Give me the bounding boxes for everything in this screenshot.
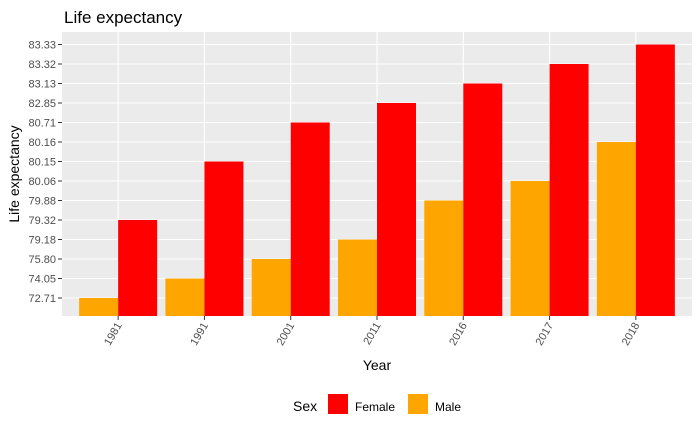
x-axis-ticks: 1981 1991 2001 2011 2016 2017 2018 xyxy=(102,316,642,348)
y-tick-label: 72.71 xyxy=(28,293,56,305)
y-tick-label: 75.80 xyxy=(28,254,56,266)
legend-label-male: Male xyxy=(435,400,461,414)
legend-label-female: Female xyxy=(355,400,395,414)
x-tick-label: 2017 xyxy=(534,321,557,348)
bar-male-2017 xyxy=(510,181,550,316)
y-tick-label: 80.06 xyxy=(28,176,56,188)
bar-female-2011 xyxy=(377,103,416,316)
x-axis-label: Year xyxy=(363,357,392,373)
bar-male-2001 xyxy=(251,259,291,316)
legend-entries: Female Male xyxy=(328,394,461,414)
y-tick-label: 80.16 xyxy=(28,137,56,149)
y-tick-label: 82.85 xyxy=(28,98,56,110)
y-tick-label: 80.15 xyxy=(28,157,56,169)
y-tick-label: 83.32 xyxy=(28,59,56,71)
legend-swatch-male xyxy=(408,394,428,414)
bar-female-2017 xyxy=(549,64,589,316)
bar-male-1981 xyxy=(79,298,119,316)
x-tick-label: 2001 xyxy=(275,321,298,348)
bar-male-2018 xyxy=(596,142,636,316)
bar-male-2011 xyxy=(338,239,377,316)
y-tick-label: 83.33 xyxy=(28,40,56,52)
x-tick-label: 2016 xyxy=(447,321,470,348)
x-tick-label: 2018 xyxy=(620,321,643,348)
legend-swatch-female xyxy=(328,394,348,414)
y-tick-label: 80.71 xyxy=(28,118,56,130)
y-axis-label: Life expectancy xyxy=(6,125,22,222)
x-tick-label: 1991 xyxy=(188,321,211,348)
y-tick-label: 83.13 xyxy=(28,79,56,91)
y-tick-label: 74.05 xyxy=(28,274,56,286)
y-tick-label: 79.32 xyxy=(28,215,56,227)
chart-title: Life expectancy xyxy=(64,8,183,27)
bar-female-2018 xyxy=(635,44,675,316)
y-tick-label: 79.88 xyxy=(28,196,56,208)
x-tick-label: 2011 xyxy=(361,321,383,347)
legend: Sex Female Male xyxy=(293,394,461,414)
bar-male-2016 xyxy=(424,200,464,316)
bars xyxy=(79,44,675,316)
x-tick-label: 1981 xyxy=(102,321,125,348)
bar-female-2016 xyxy=(463,83,503,316)
bar-male-1991 xyxy=(165,278,205,316)
y-tick-label: 79.18 xyxy=(28,235,56,247)
legend-title: Sex xyxy=(293,398,317,414)
bar-female-1981 xyxy=(118,220,158,316)
y-axis-ticks: 72.71 74.05 75.80 79.18 79.32 79.88 80.06 80.15… xyxy=(28,40,62,305)
bar-female-2001 xyxy=(290,122,330,316)
bar-female-1991 xyxy=(204,161,244,316)
